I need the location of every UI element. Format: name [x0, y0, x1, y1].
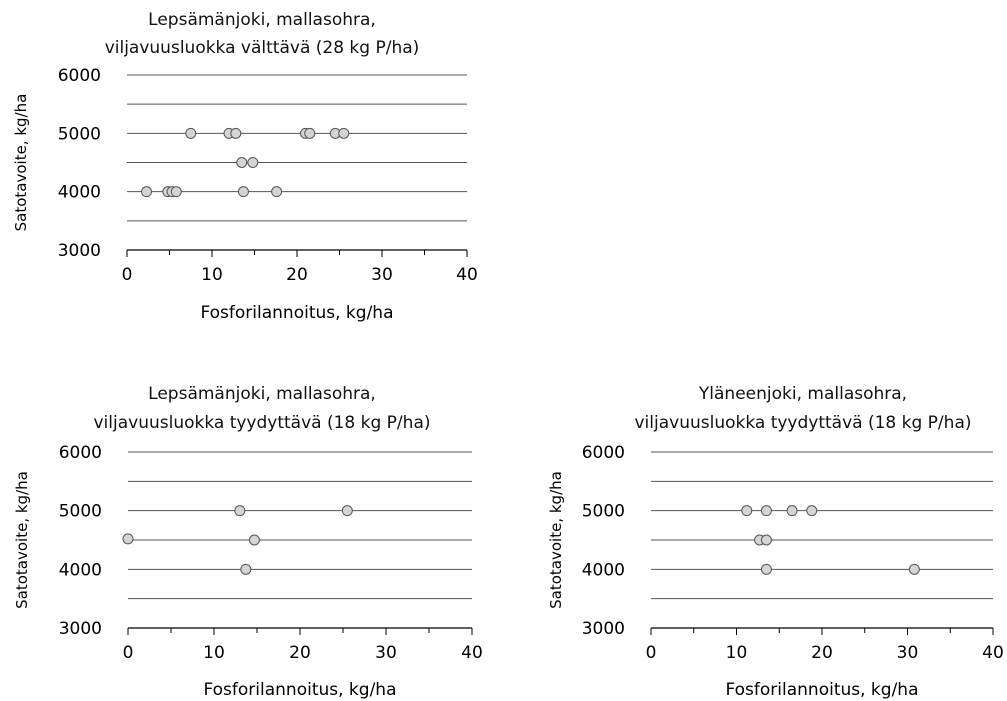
y-tick-label: 6000	[58, 66, 101, 86]
x-tick-label: 10	[201, 265, 223, 285]
chart-subtitle: viljavuusluokka tyydyttävä (18 kg P/ha)	[634, 413, 971, 433]
x-tick-label: 30	[375, 643, 397, 663]
data-point	[237, 186, 249, 198]
data-point	[234, 505, 246, 517]
data-point	[341, 505, 353, 517]
data-point	[230, 127, 242, 139]
data-point	[185, 127, 197, 139]
x-axis-label: Fosforilannoitus, kg/ha	[200, 303, 393, 323]
data-point	[338, 127, 350, 139]
x-tick-label: 40	[982, 643, 1004, 663]
y-axis-label: Satotavoite, kg/ha	[12, 94, 30, 232]
x-tick-label: 10	[726, 643, 748, 663]
chart-panel-1: Lepsämänjoki, mallasohra, viljavuusluokka…	[12, 10, 478, 323]
x-tick-label: 20	[286, 265, 308, 285]
data-point	[741, 505, 753, 517]
y-tick-label: 3000	[58, 241, 101, 261]
chart-title: Lepsämänjoki, mallasohra,	[148, 10, 376, 30]
chart-panel-2: Lepsämänjoki, mallasohra, viljavuusluokka…	[13, 384, 483, 700]
x-tick-label: 40	[456, 265, 478, 285]
chart-title: Yläneenjoki, mallasohra,	[698, 384, 907, 404]
chart-subtitle: viljavuusluokka välttävä (28 kg P/ha)	[105, 38, 420, 58]
chart-subtitle: viljavuusluokka tyydyttävä (18 kg P/ha)	[93, 413, 430, 433]
data-point	[908, 563, 920, 575]
y-tick-label: 5000	[58, 124, 101, 144]
x-tick-label: 20	[811, 643, 833, 663]
data-point	[760, 563, 772, 575]
x-tick-label: 0	[646, 643, 657, 663]
data-point	[760, 534, 772, 546]
y-tick-label: 3000	[59, 619, 102, 639]
data-point	[122, 533, 134, 545]
y-axis-label: Satotavoite, kg/ha	[547, 471, 565, 609]
y-tick-label: 5000	[582, 502, 625, 522]
x-tick-label: 30	[897, 643, 919, 663]
data-point	[760, 505, 772, 517]
data-point	[236, 157, 248, 168]
y-axis-label: Satotavoite, kg/ha	[13, 471, 31, 609]
data-point	[786, 505, 798, 517]
data-point	[247, 157, 259, 168]
x-tick-label: 0	[123, 643, 134, 663]
x-axis-label: Fosforilannoitus, kg/ha	[203, 680, 396, 700]
x-axis-label: Fosforilannoitus, kg/ha	[725, 680, 918, 700]
data-point	[170, 186, 182, 198]
y-tick-label: 4000	[582, 560, 625, 580]
data-point	[806, 505, 818, 517]
x-tick-label: 30	[371, 265, 393, 285]
data-point	[248, 534, 260, 546]
y-tick-label: 6000	[582, 443, 625, 463]
data-point	[240, 563, 252, 575]
y-tick-label: 3000	[582, 619, 625, 639]
x-tick-label: 40	[461, 643, 483, 663]
x-tick-label: 10	[203, 643, 225, 663]
chart-panel-3: Yläneenjoki, mallasohra, viljavuusluokka …	[547, 384, 1004, 700]
data-point	[271, 186, 283, 198]
y-tick-label: 5000	[59, 502, 102, 522]
y-tick-label: 4000	[58, 183, 101, 203]
data-point	[304, 127, 316, 139]
y-tick-label: 4000	[59, 560, 102, 580]
x-tick-label: 20	[289, 643, 311, 663]
y-tick-label: 6000	[59, 443, 102, 463]
data-point	[141, 186, 153, 198]
x-tick-label: 0	[122, 265, 133, 285]
chart-title: Lepsämänjoki, mallasohra,	[148, 384, 376, 404]
